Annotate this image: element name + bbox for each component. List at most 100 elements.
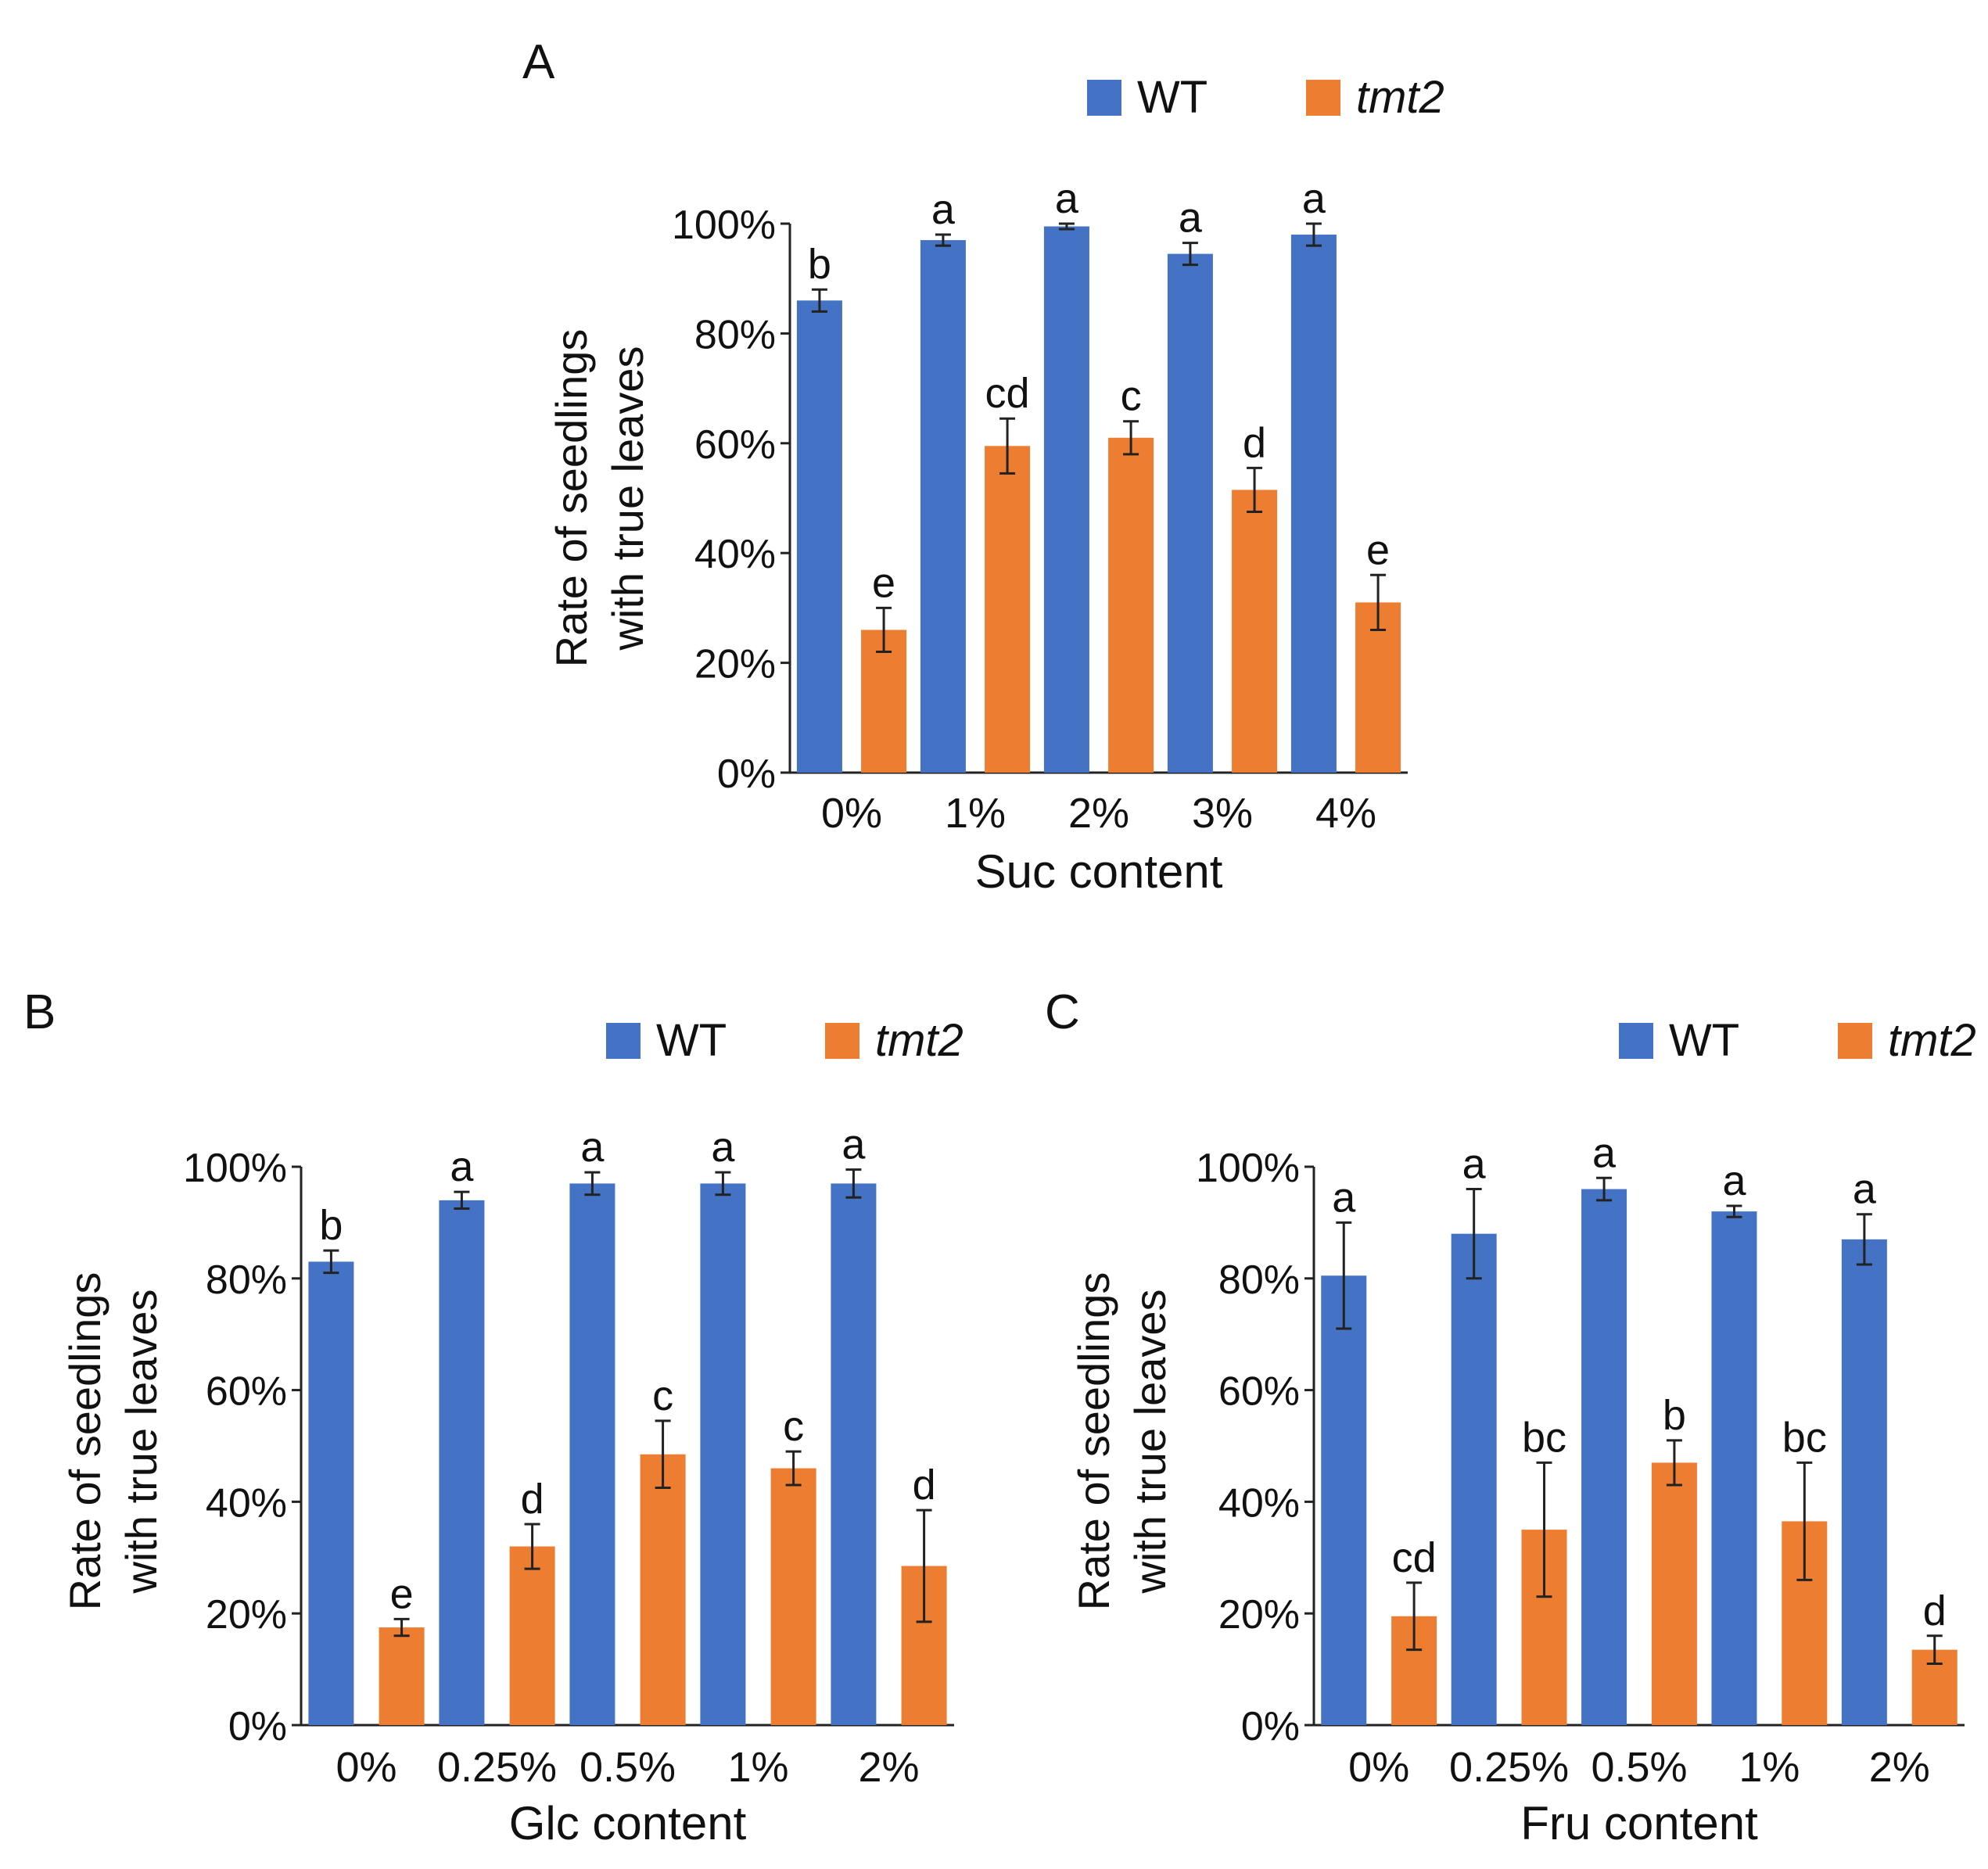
bar-wt [308, 1261, 354, 1725]
x-axis-title: Suc content [975, 845, 1223, 898]
y-tick-label: 0% [1241, 1704, 1300, 1749]
legend-label-tmt2: tmt2 [875, 1015, 963, 1066]
legend-swatch-wt [1087, 80, 1121, 116]
panel-label: B [23, 985, 56, 1039]
legend-label-wt: WT [1137, 72, 1208, 123]
y-tick-label: 60% [1218, 1369, 1300, 1415]
chart-panel-a: A WT tmt2 Rate of seedlings with true leaves… [522, 35, 1444, 898]
bar-tmt2 [770, 1468, 816, 1725]
y-tick-label: 100% [672, 203, 776, 248]
significance-letter-wt: a [1462, 1141, 1487, 1188]
y-tick-label: 80% [206, 1257, 287, 1303]
significance-letter-tmt2: c [652, 1372, 673, 1419]
x-tick-label: 3% [1192, 790, 1253, 837]
significance-letter-tmt2: d [1243, 419, 1266, 466]
bar-tmt2 [1108, 437, 1154, 773]
bar-wt [831, 1183, 877, 1725]
x-tick-label: 2% [858, 1744, 919, 1791]
significance-letter-wt: b [319, 1202, 343, 1249]
significance-letter-tmt2: d [913, 1462, 936, 1508]
legend-swatch-wt [606, 1023, 641, 1059]
y-tick-label: 0% [228, 1704, 287, 1749]
x-tick-label: 0.25% [437, 1744, 557, 1791]
significance-letter-tmt2: cd [985, 370, 1030, 417]
bar-wt [569, 1183, 615, 1725]
legend-swatch-tmt2 [1306, 80, 1340, 116]
significance-letter-tmt2: e [1366, 526, 1390, 573]
significance-letter-wt: a [1332, 1174, 1356, 1221]
legend: WT tmt2 [1087, 72, 1444, 123]
y-tick-label: 60% [694, 422, 776, 468]
bar-wt [1167, 253, 1213, 773]
panel-label: A [522, 35, 555, 89]
significance-letter-wt: b [808, 241, 831, 288]
y-tick-label: 60% [206, 1369, 287, 1415]
x-tick-label: 1% [945, 790, 1006, 837]
x-tick-label: 0.25% [1449, 1744, 1569, 1791]
significance-letter-wt: a [1302, 175, 1326, 222]
y-tick-label: 20% [1218, 1592, 1300, 1638]
significance-letter-wt: a [1722, 1157, 1746, 1204]
bar-wt [439, 1200, 485, 1725]
y-tick-label: 40% [206, 1480, 287, 1526]
significance-letter-wt: a [1055, 175, 1079, 222]
legend-label-tmt2: tmt2 [1356, 72, 1444, 123]
x-tick-label: 1% [727, 1744, 788, 1791]
bar-wt [1321, 1275, 1367, 1725]
significance-letter-tmt2: bc [1522, 1414, 1566, 1461]
x-tick-label: 1% [1739, 1744, 1800, 1791]
bar-tmt2 [1651, 1462, 1697, 1725]
x-tick-label: 0% [821, 790, 882, 837]
y-tick-label: 40% [694, 532, 776, 577]
y-tick-label: 80% [1218, 1257, 1300, 1303]
legend: WT tmt2 [1619, 1015, 1976, 1066]
significance-letter-wt: a [931, 186, 956, 233]
bar-tmt2 [640, 1454, 686, 1725]
legend-label-tmt2: tmt2 [1888, 1015, 1976, 1066]
chart-panel-c: C WT tmt2 Rate of seedlings with true leaves… [1045, 985, 1976, 1849]
y-axis-title-line: with true leaves [117, 1289, 166, 1594]
bar-wt [1581, 1189, 1627, 1725]
panel-label: C [1045, 985, 1080, 1039]
bar-wt [1043, 226, 1089, 773]
y-tick-label: 100% [1196, 1146, 1300, 1191]
bar-wt [1841, 1239, 1887, 1725]
significance-letter-wt: a [1179, 195, 1203, 242]
y-axis-title-line: Rate of seedlings [1069, 1272, 1118, 1611]
legend-label-wt: WT [1669, 1015, 1739, 1066]
bar-tmt2 [1232, 490, 1278, 773]
y-axis-title: Rate of seedlings with true leaves [60, 1272, 166, 1611]
x-tick-label: 4% [1315, 790, 1376, 837]
bar-wt [700, 1183, 746, 1725]
bar-wt [920, 240, 966, 773]
y-axis-title-line: with true leaves [1125, 1289, 1175, 1594]
legend-swatch-wt [1619, 1023, 1653, 1059]
significance-letter-wt: a [580, 1124, 605, 1171]
bar-wt [796, 300, 842, 773]
y-axis-title-line: Rate of seedlings [547, 329, 596, 668]
significance-letter-wt: a [841, 1121, 866, 1168]
x-axis-title: Fru content [1520, 1797, 1758, 1849]
y-tick-label: 0% [717, 752, 776, 797]
bar-tmt2 [985, 446, 1031, 773]
y-tick-label: 100% [183, 1146, 287, 1191]
bar-wt [1451, 1233, 1497, 1725]
significance-letter-wt: a [711, 1124, 735, 1171]
bar-wt [1711, 1211, 1757, 1725]
bar-wt [1290, 235, 1337, 773]
legend-swatch-tmt2 [825, 1023, 859, 1059]
y-tick-label: 40% [1218, 1480, 1300, 1526]
significance-letter-tmt2: c [1121, 373, 1142, 420]
significance-letter-wt: a [450, 1143, 474, 1190]
y-axis-title-line: Rate of seedlings [60, 1272, 109, 1611]
significance-letter-wt: a [1853, 1166, 1877, 1213]
legend-swatch-tmt2 [1838, 1023, 1872, 1059]
significance-letter-tmt2: b [1663, 1392, 1686, 1439]
x-tick-label: 0% [336, 1744, 397, 1791]
x-axis-title: Glc content [509, 1797, 747, 1849]
x-tick-label: 0.5% [1591, 1744, 1687, 1791]
y-axis-title: Rate of seedlings with true leaves [547, 329, 652, 668]
significance-letter-tmt2: c [783, 1403, 804, 1450]
y-tick-label: 20% [206, 1592, 287, 1638]
